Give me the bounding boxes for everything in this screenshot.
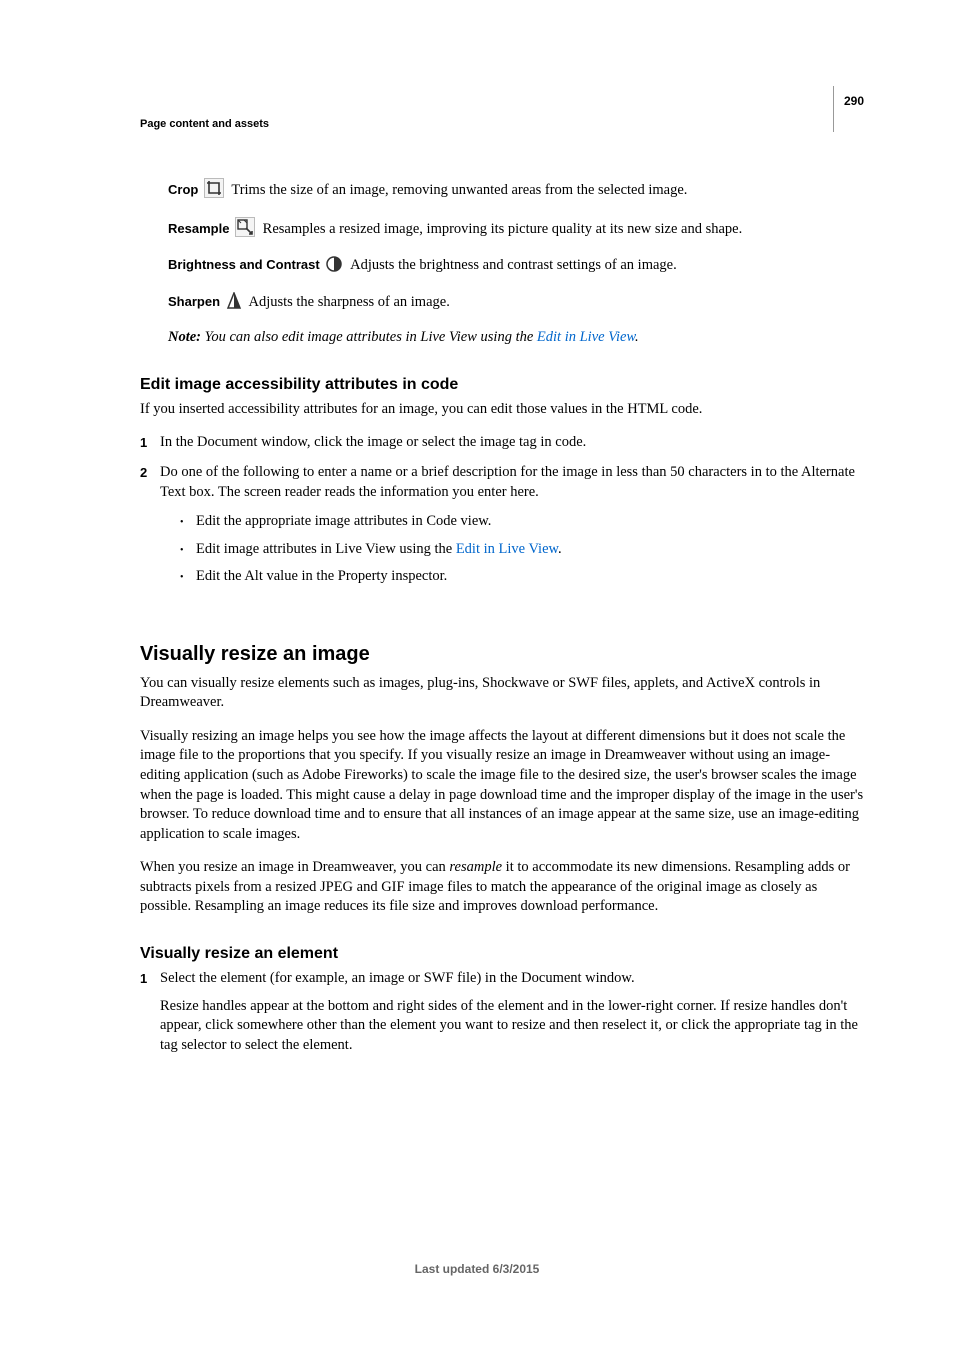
bullet-b-marker: • bbox=[180, 540, 196, 560]
def-resample-text: Resamples a resized image, improving its… bbox=[263, 221, 743, 237]
bullet-c: • Edit the Alt value in the Property ins… bbox=[180, 567, 864, 587]
heading-resize-element: Visually resize an element bbox=[140, 945, 864, 963]
step-2-text: Do one of the following to enter a name … bbox=[160, 463, 864, 502]
bullet-b: • Edit image attributes in Live View usi… bbox=[180, 540, 864, 560]
bullet-a-marker: • bbox=[180, 512, 196, 532]
para-resize-3-pre: When you resize an image in Dreamweaver,… bbox=[140, 859, 449, 875]
heading-edit-accessibility: Edit image accessibility attributes in c… bbox=[140, 376, 864, 394]
bullet-c-marker: • bbox=[180, 567, 196, 587]
para-resize-2: Visually resizing an image helps you see… bbox=[140, 727, 864, 844]
step-1-num: 1 bbox=[140, 433, 160, 453]
def-crop-text: Trims the size of an image, removing unw… bbox=[231, 182, 687, 198]
resize-step-1-sub: Resize handles appear at the bottom and … bbox=[160, 997, 864, 1056]
para-resize-3-em: resample bbox=[449, 859, 502, 875]
step-2: 2 Do one of the following to enter a nam… bbox=[140, 463, 864, 595]
link-edit-in-live-view[interactable]: Edit in Live View bbox=[537, 329, 635, 345]
page: 290 Page content and assets Crop Trims t… bbox=[0, 0, 954, 1350]
def-brightness-text: Adjusts the brightness and contrast sett… bbox=[350, 257, 677, 273]
note-post: . bbox=[635, 329, 639, 345]
def-resample-term: Resample bbox=[168, 221, 229, 236]
resize-step-1: 1 Select the element (for example, an im… bbox=[140, 969, 864, 1055]
sharpen-icon bbox=[226, 292, 242, 317]
page-number-region: 290 bbox=[844, 92, 864, 110]
step-1: 1 In the Document window, click the imag… bbox=[140, 433, 864, 453]
bullet-b-post: . bbox=[558, 541, 562, 557]
para-accessibility-intro: If you inserted accessibility attributes… bbox=[140, 400, 864, 420]
crop-icon bbox=[204, 178, 224, 205]
page-number-divider bbox=[833, 86, 834, 132]
para-resize-3: When you resize an image in Dreamweaver,… bbox=[140, 858, 864, 917]
resize-step-1-text: Select the element (for example, an imag… bbox=[160, 969, 864, 989]
icon-definitions: Crop Trims the size of an image, removin… bbox=[140, 178, 864, 316]
footer-last-updated: Last updated 6/3/2015 bbox=[0, 1262, 954, 1276]
heading-visually-resize: Visually resize an image bbox=[140, 643, 864, 666]
link-edit-in-live-view-2[interactable]: Edit in Live View bbox=[456, 541, 558, 557]
def-crop-term: Crop bbox=[168, 182, 198, 197]
step-1-text: In the Document window, click the image … bbox=[160, 433, 864, 453]
bullet-b-body: Edit image attributes in Live View using… bbox=[196, 540, 864, 560]
page-number: 290 bbox=[844, 94, 864, 108]
bullet-a-text: Edit the appropriate image attributes in… bbox=[196, 512, 864, 532]
resize-step-1-num: 1 bbox=[140, 969, 160, 1055]
para-resize-1: You can visually resize elements such as… bbox=[140, 674, 864, 713]
def-sharpen: Sharpen Adjusts the sharpness of an imag… bbox=[168, 292, 864, 317]
bullet-c-text: Edit the Alt value in the Property inspe… bbox=[196, 567, 864, 587]
bullet-b-pre: Edit image attributes in Live View using… bbox=[196, 541, 456, 557]
def-resample: Resample Resamples a resized image, impr… bbox=[168, 217, 864, 244]
step-2-num: 2 bbox=[140, 463, 160, 595]
def-crop: Crop Trims the size of an image, removin… bbox=[168, 178, 864, 205]
def-brightness-term: Brightness and Contrast bbox=[168, 257, 320, 272]
bullet-a: • Edit the appropriate image attributes … bbox=[180, 512, 864, 532]
def-sharpen-text: Adjusts the sharpness of an image. bbox=[248, 294, 449, 310]
resize-step-1-body: Select the element (for example, an imag… bbox=[160, 969, 864, 1055]
note-pre: You can also edit image attributes in Li… bbox=[201, 329, 537, 345]
brightness-contrast-icon bbox=[325, 255, 343, 280]
resample-icon bbox=[235, 217, 255, 244]
running-head: Page content and assets bbox=[140, 118, 864, 130]
def-sharpen-term: Sharpen bbox=[168, 294, 220, 309]
note-live-view: Note: You can also edit image attributes… bbox=[168, 328, 864, 348]
note-label: Note: bbox=[168, 329, 201, 345]
def-brightness: Brightness and Contrast Adjusts the brig… bbox=[168, 255, 864, 280]
step-2-body: Do one of the following to enter a name … bbox=[160, 463, 864, 595]
